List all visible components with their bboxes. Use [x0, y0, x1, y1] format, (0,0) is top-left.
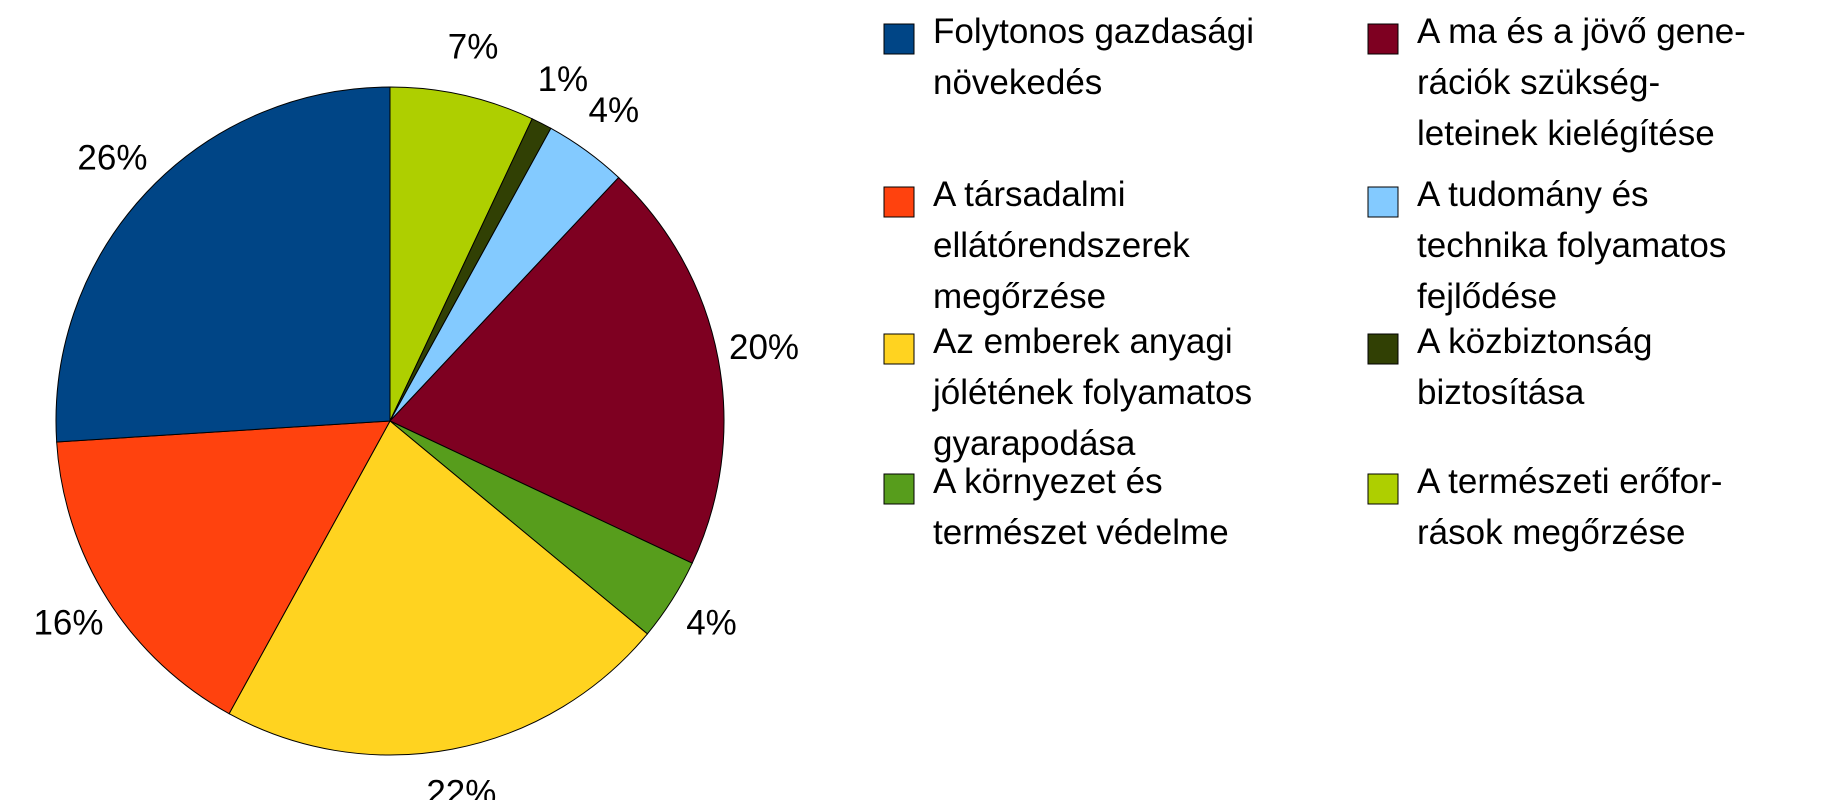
legend-label: A környezet és — [933, 462, 1163, 501]
legend-label: rációk szükség- — [1417, 63, 1660, 102]
legend-swatch — [1367, 333, 1399, 365]
legend-label: leteinek kielégítése — [1417, 114, 1715, 153]
data-label: 1% — [538, 60, 589, 99]
pie-slice — [55, 86, 391, 443]
legend-label: A természeti erőfor- — [1417, 462, 1722, 501]
legend-swatch — [883, 23, 915, 55]
legend-label: A közbiztonság — [1417, 322, 1652, 361]
data-label: 16% — [33, 603, 103, 642]
pie-slice — [389, 86, 533, 422]
legend-label: A társadalmi — [933, 175, 1126, 214]
legend-swatch — [883, 333, 915, 365]
pie-slice — [389, 176, 725, 564]
pie-slice — [228, 420, 649, 756]
legend-label: rások megőrzése — [1417, 513, 1685, 552]
data-label: 4% — [686, 603, 737, 642]
legend-swatch — [1367, 473, 1399, 505]
data-label: 26% — [77, 139, 147, 178]
pie-slice — [56, 420, 391, 715]
legend-swatch — [883, 473, 915, 505]
legend-label: biztosítása — [1417, 373, 1585, 412]
legend-label: technika folyamatos — [1417, 226, 1726, 265]
legend-label: A ma és a jövő gene- — [1417, 12, 1746, 51]
legend-label: gyarapodása — [933, 424, 1136, 463]
legend-label: Az emberek anyagi — [933, 322, 1233, 361]
legend-label: Folytonos gazdasági — [933, 12, 1254, 51]
data-label: 4% — [589, 91, 640, 130]
legend-swatch — [1367, 186, 1399, 218]
legend-label: megőrzése — [933, 277, 1106, 316]
legend-label: ellátórendszerek — [933, 226, 1190, 265]
legend-label: A tudomány és — [1417, 175, 1649, 214]
legend-swatch — [883, 186, 915, 218]
data-label: 7% — [448, 28, 499, 67]
data-label: 22% — [426, 773, 496, 800]
legend-label: növekedés — [933, 63, 1102, 102]
legend-label: fejlődése — [1417, 277, 1557, 316]
legend-swatch — [1367, 23, 1399, 55]
data-label: 20% — [729, 328, 799, 367]
legend-label: jólétének folyamatos — [932, 373, 1252, 412]
legend-label: természet védelme — [933, 513, 1229, 552]
